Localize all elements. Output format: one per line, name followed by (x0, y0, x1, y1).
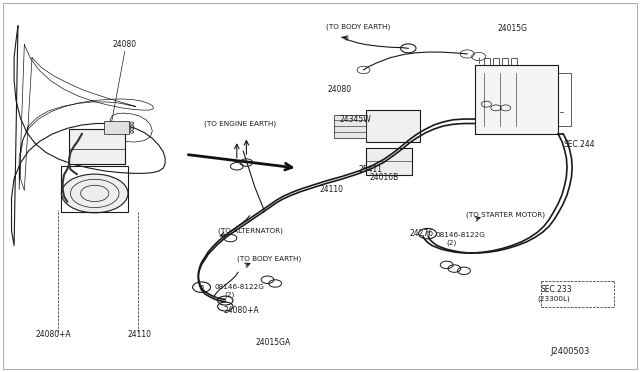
Bar (104, 121, 129, 134)
Circle shape (61, 174, 128, 213)
Bar (558, 73, 571, 126)
Text: 24016B: 24016B (370, 173, 399, 182)
Text: (TO BODY EARTH): (TO BODY EARTH) (326, 23, 390, 30)
Text: (TO ENGINE EARTH): (TO ENGINE EARTH) (204, 121, 276, 127)
Text: 24080: 24080 (328, 85, 352, 94)
Bar (511, 58, 517, 65)
Text: B: B (426, 231, 429, 236)
Text: (23300L): (23300L) (538, 296, 570, 302)
Bar (61, 166, 128, 212)
Text: 24110: 24110 (128, 330, 152, 339)
Text: (2): (2) (224, 291, 234, 298)
Text: 08146-8122G: 08146-8122G (214, 284, 264, 290)
Text: (TO STARTER MOTOR): (TO STARTER MOTOR) (466, 211, 545, 218)
Bar (69, 129, 125, 164)
Text: 24080+A: 24080+A (224, 307, 260, 315)
Bar (366, 148, 412, 175)
Text: J2400503: J2400503 (550, 347, 590, 356)
Bar (366, 110, 420, 142)
Text: 24110: 24110 (320, 185, 344, 194)
Text: 25411: 25411 (358, 165, 383, 174)
Text: SEC.233: SEC.233 (541, 285, 572, 294)
Text: 24015GA: 24015GA (256, 338, 291, 347)
Text: (TO ALTERNATOR): (TO ALTERNATOR) (218, 228, 282, 234)
Text: 24015G: 24015G (498, 24, 528, 33)
Text: (2): (2) (446, 239, 456, 246)
Text: 24276: 24276 (410, 229, 434, 238)
Text: (TO BODY EARTH): (TO BODY EARTH) (237, 256, 301, 262)
Bar (475, 65, 558, 134)
Text: 08146-8122G: 08146-8122G (435, 232, 485, 238)
Bar (493, 58, 499, 65)
Bar (334, 115, 366, 138)
Bar (502, 58, 508, 65)
Text: 24080: 24080 (113, 40, 137, 49)
Text: B: B (200, 285, 204, 290)
Text: SEC.244: SEC.244 (563, 140, 595, 149)
Text: 24345W: 24345W (339, 115, 371, 124)
Text: 24080+A: 24080+A (35, 330, 71, 339)
Bar (484, 58, 490, 65)
